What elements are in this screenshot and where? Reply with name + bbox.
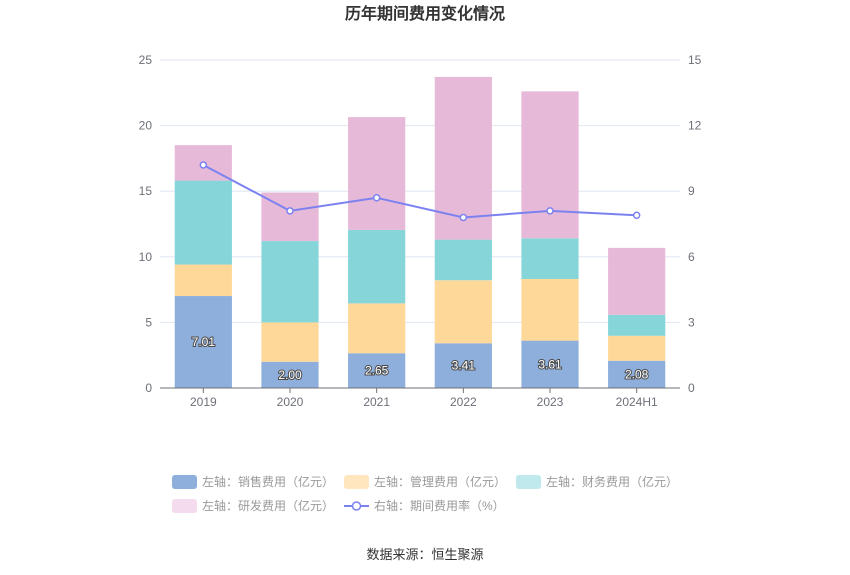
bar-segment [348, 117, 406, 230]
rate-point [632, 211, 641, 220]
legend-item[interactable]: 左轴：财务费用（亿元） [516, 474, 678, 489]
left-axis-tick-label: 25 [139, 53, 153, 67]
bar-segment [348, 229, 406, 304]
bar-segment [174, 296, 232, 388]
bar-segment [434, 280, 492, 344]
right-axis-tick-label: 12 [688, 119, 702, 133]
right-axis-tick-label: 3 [688, 315, 695, 329]
x-axis-tick-label: 2023 [537, 395, 564, 409]
bar-segment [521, 91, 579, 239]
legend-item[interactable]: 右轴：期间费用率（%） [344, 498, 505, 513]
bar-segment [608, 314, 666, 336]
bar-segment [348, 303, 406, 354]
x-axis-tick-label: 2020 [277, 395, 304, 409]
x-axis-tick-label: 2019 [190, 395, 217, 409]
x-axis-tick-label: 2022 [450, 395, 477, 409]
legend-label: 左轴：销售费用（亿元） [202, 474, 334, 489]
rate-point [199, 161, 208, 169]
legend-marker [351, 501, 362, 511]
right-axis-tick-label: 15 [688, 53, 702, 67]
bar-segment [608, 360, 666, 388]
left-axis-tick-label: 15 [139, 184, 153, 198]
legend-item[interactable]: 左轴：研发费用（亿元） [172, 498, 334, 513]
bar-segment [521, 340, 579, 388]
legend-swatch [172, 475, 197, 489]
legend-swatch [516, 475, 541, 489]
legend-item[interactable]: 左轴：销售费用（亿元） [172, 474, 334, 489]
bar-segment [174, 180, 232, 265]
legend-label: 右轴：期间费用率（%） [374, 498, 505, 513]
bar-value-label: 7.01 [192, 335, 216, 349]
bar-segment [261, 361, 319, 388]
bar-segment [174, 264, 232, 297]
bar-data-labels: 7.01 2.00 2.65 3.41 3.61 2.08 [191, 334, 650, 383]
x-axis-tick-label: 2024H1 [616, 395, 658, 409]
left-axis-tick-label: 0 [145, 381, 152, 395]
bar-series [174, 76, 666, 388]
right-axis-tick-label: 6 [688, 250, 695, 264]
bar-segment [434, 239, 492, 281]
legend-swatch [344, 475, 369, 489]
left-axis-tick-label: 5 [145, 315, 152, 329]
rate-line-series [199, 161, 641, 222]
legend-label: 左轴：财务费用（亿元） [546, 474, 678, 489]
bar-segment [348, 353, 406, 388]
bar-segment [608, 247, 666, 315]
bar-segment [521, 238, 579, 279]
bar-segment [261, 241, 319, 323]
right-axis-tick-label: 0 [688, 381, 695, 395]
rate-point [459, 213, 468, 222]
left-y-axis: 0 5 10 15 20 25 [139, 53, 153, 395]
bar-segment [521, 278, 579, 341]
left-axis-tick-label: 20 [139, 119, 153, 133]
legend[interactable]: 左轴：销售费用（亿元） 左轴：管理费用（亿元） 左轴：财务费用（亿元） 左轴：研发费用… [172, 474, 678, 513]
data-source: 数据来源：恒生聚源 [366, 547, 483, 562]
right-y-axis: 0 3 6 9 12 15 [688, 53, 702, 395]
x-axis: 2019 2020 2021 2022 2023 2024H1 [160, 387, 680, 409]
legend-item[interactable]: 左轴：管理费用（亿元） [344, 474, 506, 489]
bar-segment [608, 335, 666, 361]
x-axis-tick-label: 2021 [363, 395, 390, 409]
rate-point [286, 207, 294, 215]
rate-point [546, 207, 554, 215]
bar-segment [434, 343, 492, 388]
right-axis-tick-label: 9 [688, 184, 695, 198]
bar-value-label: 3.41 [452, 359, 476, 373]
bar-segment [261, 322, 319, 362]
rate-point [372, 194, 381, 202]
bar-value-label: 2.00 [278, 368, 302, 382]
bar-value-label: 2.65 [365, 364, 389, 378]
grid-lines [160, 59, 680, 389]
legend-label: 左轴：研发费用（亿元） [202, 498, 334, 513]
legend-label: 左轴：管理费用（亿元） [374, 474, 506, 489]
rate-line [202, 164, 637, 219]
bar-value-label: 2.08 [625, 367, 649, 381]
chart-title: 历年期间费用变化情况 [345, 4, 505, 23]
bar-value-label: 3.61 [538, 357, 562, 371]
legend-swatch [172, 499, 197, 513]
left-axis-tick-label: 10 [139, 250, 153, 264]
